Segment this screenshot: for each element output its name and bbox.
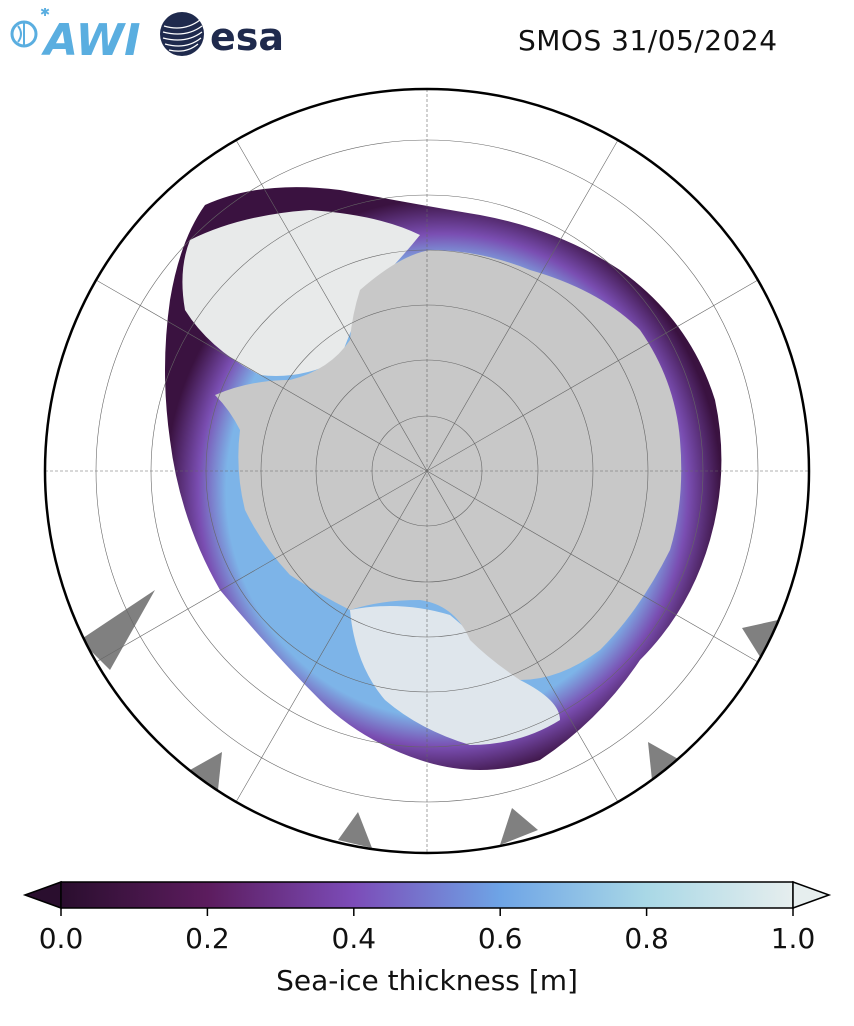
colorbar [22,880,832,916]
colorbar-tick-label: 1.0 [770,922,816,955]
no-data-wedge [190,752,222,790]
colorbar-tick-label: 0.6 [477,922,523,955]
colorbar-tick-label: 0.8 [624,922,669,955]
awi-logo-text: AWI [41,15,141,60]
graticule [45,89,809,853]
colorbar-gradient [60,881,794,909]
colorbar-tick-label: 0.4 [331,922,377,955]
svg-text:✱: ✱ [40,8,50,19]
no-data-wedge [500,808,538,845]
antarctica-land [215,250,682,680]
no-data-wedge [338,812,372,848]
esa-logo-text: esa [210,15,284,59]
weddell-ice [182,210,420,376]
no-data-wedge [80,590,155,670]
no-data-wedge [648,742,680,780]
colorbar-tick-label: 0.0 [38,922,84,955]
esa-logo: esa [160,12,284,59]
colorbar-extend-max [792,880,832,910]
colorbar-label: Sea-ice thickness [m] [276,964,578,997]
colorbar-extend-min [22,880,62,910]
colorbar-tick-label: 0.2 [185,922,230,955]
awi-logo: ✱ AWI [10,8,141,60]
ross-ice [350,606,560,745]
map-boundary [43,87,811,855]
map-title: SMOS 31/05/2024 [518,24,778,57]
no-data-wedge [742,620,778,660]
antarctic-map [43,87,811,855]
